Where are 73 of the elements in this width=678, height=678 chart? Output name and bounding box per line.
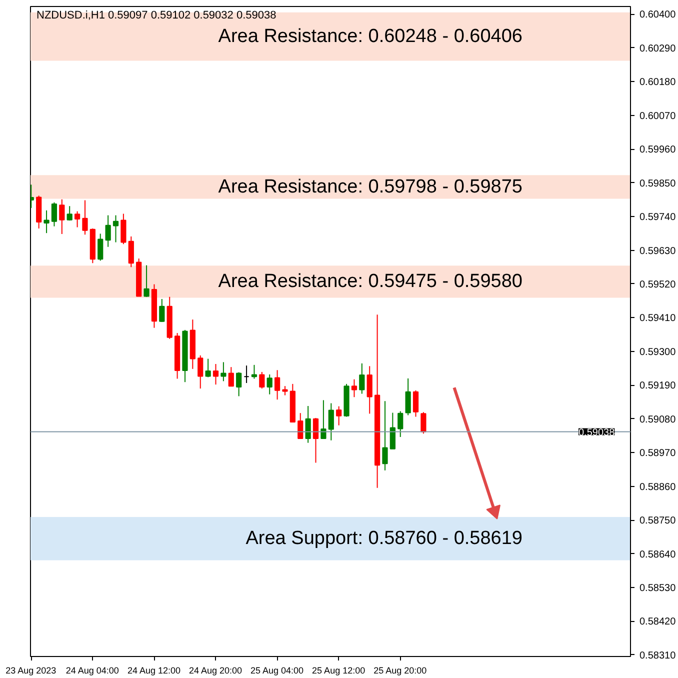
y-tick-label: 0.58310 xyxy=(640,650,676,662)
y-tick-label: 0.59740 xyxy=(640,212,676,224)
candlestick xyxy=(228,366,234,387)
candlestick xyxy=(398,410,404,438)
y-tick-label: 0.58640 xyxy=(640,549,676,560)
candlestick xyxy=(298,412,304,440)
candlestick xyxy=(212,364,219,386)
candlestick xyxy=(82,200,88,236)
candlestick xyxy=(112,214,119,243)
band-label: Area Resistance: 0.60248 - 0.60406 xyxy=(218,26,523,48)
candlestick xyxy=(366,366,372,414)
candlestick xyxy=(251,364,258,380)
x-tick-label: 25 Aug 20:00 xyxy=(374,666,427,676)
band-label: Area Support: 0.58760 - 0.58619 xyxy=(246,528,523,550)
candlestick xyxy=(320,400,326,440)
chart-title: NZDUSD.i,H1 0.59097 0.59102 0.59032 0.59038 xyxy=(36,10,276,22)
candlestick xyxy=(274,370,280,400)
x-tick-label: 24 Aug 12:00 xyxy=(127,666,181,676)
candlestick xyxy=(244,365,250,384)
y-tick-label: 0.58750 xyxy=(640,516,676,527)
x-tick-label: 25 Aug 12:00 xyxy=(312,666,366,676)
y-tick-label: 0.58420 xyxy=(640,616,676,628)
candlestick xyxy=(412,390,419,418)
candlestick xyxy=(405,378,411,416)
candlestick xyxy=(236,372,242,397)
candlestick xyxy=(266,374,272,395)
candlestick xyxy=(159,298,165,322)
candlestick xyxy=(66,206,72,222)
candlestick xyxy=(51,202,58,227)
y-tick-label: 0.60180 xyxy=(640,77,676,88)
y-tick-label: 0.59410 xyxy=(640,313,676,324)
candlestick xyxy=(351,378,358,398)
candlestick xyxy=(282,386,288,396)
candlestick xyxy=(144,264,150,298)
candlestick xyxy=(390,412,396,450)
y-tick-label: 0.59630 xyxy=(640,246,676,257)
y-tick-label: 0.58860 xyxy=(640,482,676,493)
candlestick xyxy=(382,400,388,471)
candlestick xyxy=(205,358,211,378)
y-tick-label: 0.60290 xyxy=(640,43,676,54)
candlestick xyxy=(128,236,134,268)
candlestick xyxy=(312,417,319,464)
ref-line-label: 0.59038 xyxy=(578,427,616,438)
y-tick-label: 0.59190 xyxy=(640,380,676,392)
candlestick xyxy=(328,402,334,441)
band-label: Area Resistance: 0.59798 - 0.59875 xyxy=(218,176,523,198)
candlestick xyxy=(74,210,80,228)
x-tick-label: 24 Aug 20:00 xyxy=(188,666,242,676)
candlestick xyxy=(198,354,204,390)
y-tick-label: 0.60070 xyxy=(640,110,676,122)
candlestick xyxy=(259,371,265,390)
y-tick-label: 0.59080 xyxy=(640,414,676,426)
candlestick xyxy=(105,214,111,248)
y-tick-label: 0.59850 xyxy=(640,178,676,190)
candlestick xyxy=(59,198,65,234)
y-tick-label: 0.59300 xyxy=(640,346,676,358)
candlestick xyxy=(359,362,365,394)
x-tick-label: 25 Aug 04:00 xyxy=(250,666,304,676)
candlestick xyxy=(336,406,342,426)
x-tick-label: 24 Aug 04:00 xyxy=(66,666,119,676)
candlestick xyxy=(98,233,104,262)
y-tick-label: 0.60400 xyxy=(640,10,676,21)
y-tick-label: 0.58970 xyxy=(640,448,676,460)
candlestick xyxy=(120,213,126,245)
x-tick-label: 23 Aug 2023 xyxy=(6,666,56,676)
y-tick-label: 0.58530 xyxy=(640,583,676,594)
candlestick xyxy=(420,412,426,434)
candlestick xyxy=(220,362,226,382)
candlestick xyxy=(305,406,311,444)
y-tick-label: 0.59520 xyxy=(640,279,676,290)
y-tick-label: 0.59960 xyxy=(640,144,676,156)
candlestick xyxy=(44,210,50,234)
band-label: Area Resistance: 0.59475 - 0.59580 xyxy=(218,271,523,292)
